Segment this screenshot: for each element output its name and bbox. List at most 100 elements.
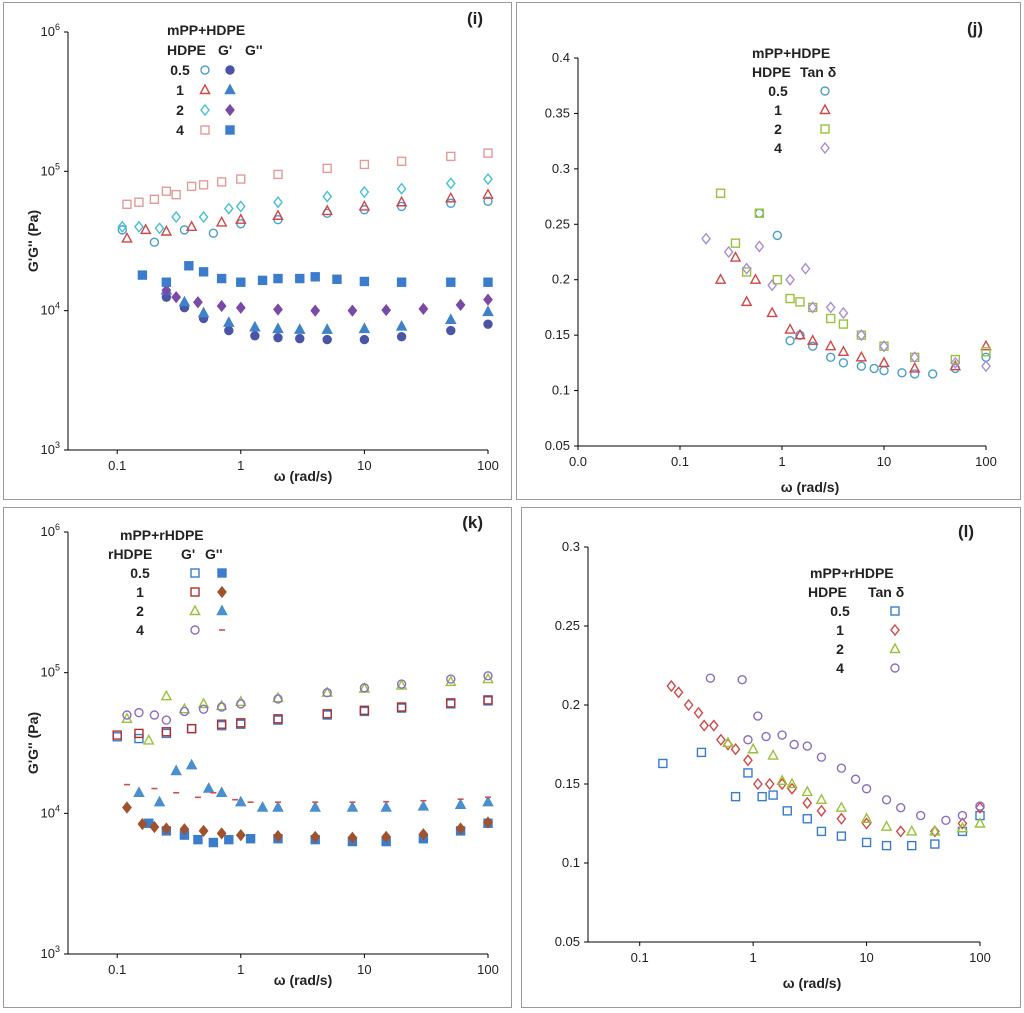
data-point — [381, 303, 392, 317]
data-point — [483, 816, 493, 829]
data-point — [446, 277, 456, 287]
data-point — [754, 208, 765, 218]
legend-row-label: 1 — [176, 82, 184, 98]
data-point — [236, 174, 246, 184]
data-point — [170, 764, 182, 776]
panel-label: (k) — [462, 513, 483, 532]
data-point — [785, 335, 795, 346]
legend-marker — [820, 141, 830, 155]
data-point — [197, 697, 210, 709]
data-point — [483, 695, 493, 705]
y-axis-title: G'G'' (Pa) — [25, 210, 41, 272]
data-point — [134, 197, 144, 207]
series-2 — [722, 736, 986, 836]
data-point — [235, 795, 247, 807]
data-point — [825, 352, 836, 363]
data-point — [224, 834, 234, 845]
legend-header: Tan δ — [868, 584, 904, 600]
data-point — [395, 195, 408, 207]
legend-header: rHDPE — [108, 546, 152, 562]
data-point — [250, 331, 260, 341]
data-point — [776, 774, 788, 786]
data-point — [957, 810, 968, 821]
data-point — [836, 763, 847, 773]
data-point — [418, 302, 429, 315]
data-point — [802, 741, 812, 751]
data-point — [122, 710, 132, 720]
data-point — [800, 262, 811, 275]
data-point — [117, 225, 128, 235]
legend-header: HDPE — [752, 64, 791, 80]
data-point — [149, 820, 160, 834]
legend-marker — [199, 83, 211, 95]
data-point — [322, 688, 332, 698]
data-point — [380, 801, 392, 812]
legend-row-label: 2 — [176, 102, 184, 118]
data-point — [754, 240, 765, 253]
data-point — [881, 795, 892, 805]
data-point — [322, 334, 332, 345]
legend-marker — [890, 623, 900, 637]
data-point — [257, 275, 268, 286]
legend-marker-filled — [217, 585, 227, 599]
legend: mPP+HDPE HDPE Tan δ 0.5 1 2 4 — [752, 45, 836, 156]
legend-marker — [189, 604, 201, 616]
x-tick-label: 100 — [477, 458, 499, 473]
data-point — [896, 803, 906, 813]
data-point — [272, 209, 284, 220]
data-point — [850, 774, 861, 784]
data-point — [236, 699, 246, 709]
data-point — [359, 334, 370, 345]
y-tick-label: 0.2 — [562, 697, 580, 712]
legend-row-label: 1 — [774, 102, 782, 118]
data-point — [445, 191, 457, 203]
data-point — [941, 815, 951, 826]
data-point — [198, 824, 209, 838]
data-point — [273, 694, 283, 704]
data-point — [171, 291, 182, 304]
data-point — [122, 199, 132, 209]
legend: mPP+rHDPE HDPE Tan δ 0.5 1 2 4 — [808, 565, 904, 676]
data-point — [981, 360, 991, 373]
data-point — [483, 196, 493, 206]
y-tick-label: 103 — [41, 944, 60, 961]
legend-header: G'' — [205, 546, 223, 562]
data-point — [905, 824, 918, 836]
data-point — [245, 834, 256, 844]
data-point — [198, 210, 209, 224]
data-point — [161, 284, 172, 297]
x-tick-label: 0.1 — [671, 454, 689, 469]
data-point — [112, 730, 122, 740]
data-point — [907, 840, 917, 851]
data-point — [708, 719, 719, 732]
data-point — [482, 188, 494, 199]
data-point — [347, 831, 358, 844]
data-point — [137, 817, 148, 831]
x-tick-label: 0.0 — [569, 454, 587, 469]
series-g-0-5 — [117, 196, 493, 247]
data-point — [806, 334, 819, 345]
data-point — [816, 804, 827, 817]
data-point — [216, 177, 227, 187]
legend-marker — [890, 663, 900, 673]
data-point — [179, 823, 190, 836]
y-tick-label: 106 — [41, 522, 60, 539]
legend-marker — [200, 125, 210, 135]
data-point — [396, 156, 407, 167]
series-g-0-5 — [161, 292, 493, 345]
data-point — [838, 358, 849, 368]
legend-row-label: 1 — [836, 622, 844, 638]
data-point — [824, 339, 837, 351]
data-point — [193, 834, 203, 845]
data-point — [980, 339, 992, 351]
data-point — [785, 273, 795, 286]
data-point — [816, 752, 827, 762]
data-point — [929, 824, 941, 836]
data-point — [293, 323, 306, 334]
data-point — [149, 194, 160, 204]
data-point — [358, 322, 371, 334]
x-tick-label: 10 — [357, 458, 371, 473]
data-point — [396, 332, 407, 342]
x-axis-title: ω (rad/s) — [274, 972, 333, 988]
chart-l: 0.1 1 10 100 0.05 0.1 0.15 0.2 0.25 0.3 ω (rad/s) (… — [555, 522, 991, 991]
